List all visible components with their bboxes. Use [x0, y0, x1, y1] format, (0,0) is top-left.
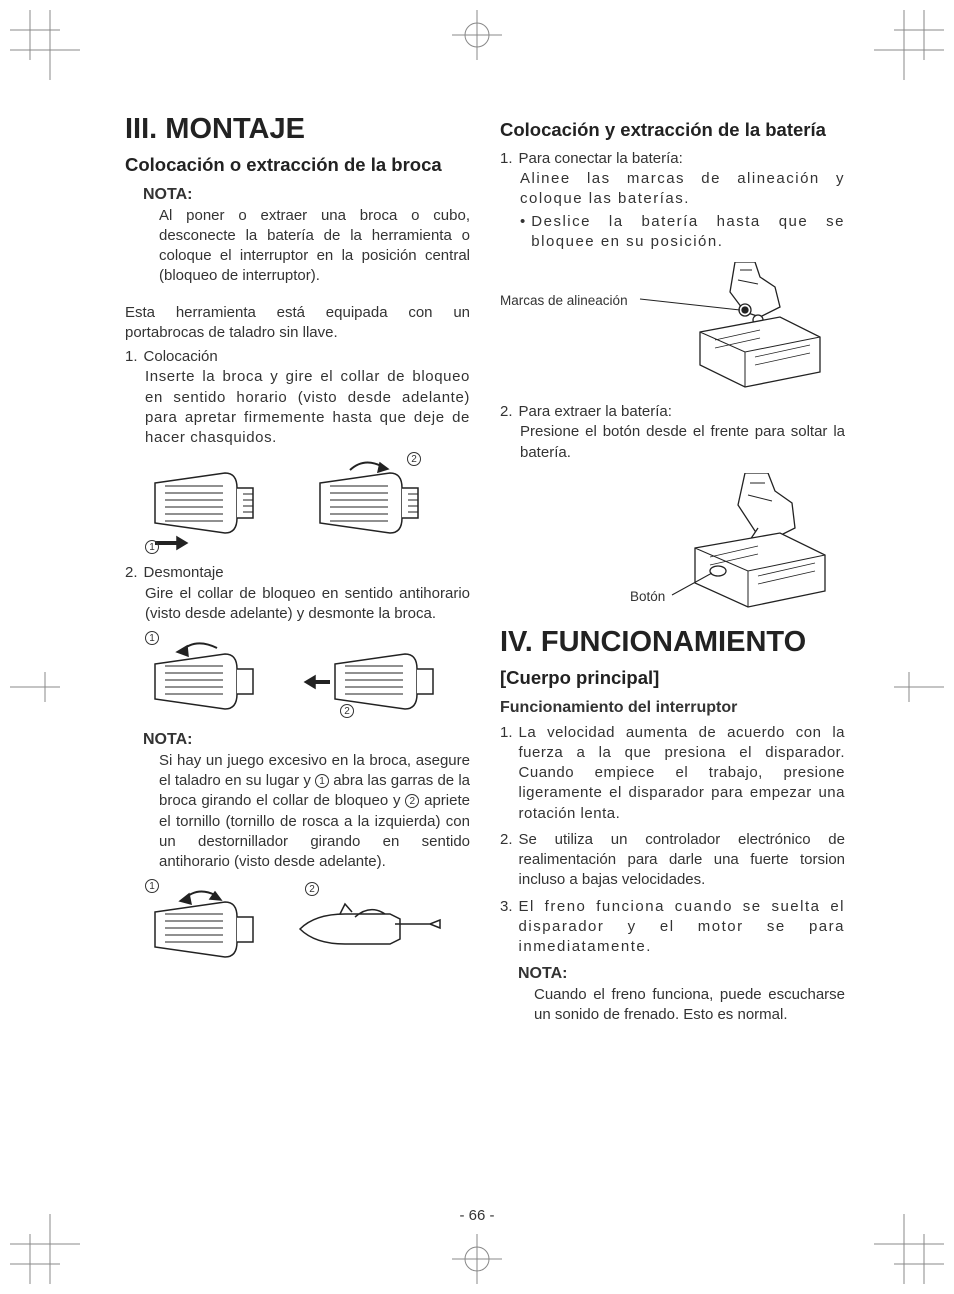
nota-label-3: NOTA:: [518, 963, 845, 985]
nota-body-3: Cuando el freno funciona, puede escuchar…: [534, 985, 845, 1026]
diagram-colocacion: 1 2: [145, 458, 470, 553]
r1-text: Para conectar la batería:: [519, 149, 845, 169]
r-item-2: 2. Para extraer la batería:: [500, 402, 845, 422]
intro-text: Esta herramienta está equipada con un po…: [125, 303, 470, 344]
f-item-1: 1. La velocidad aumenta de acuerdo con l…: [500, 723, 845, 824]
diagram-nota: 1 2: [145, 882, 470, 967]
heading-bateria: Colocación y extracción de la batería: [500, 118, 845, 143]
f2-text: Se utiliza un controlador electrónico de…: [519, 830, 845, 891]
r1-bullet-text: Deslice la batería hasta que se bloquee …: [531, 212, 845, 253]
f1-number: 1.: [500, 723, 513, 824]
nota-body-2: Si hay un juego excesivo en la broca, as…: [159, 751, 470, 873]
item1-title: Colocación: [144, 347, 470, 367]
left-column: III. MONTAJE Colocación o extracción de …: [125, 110, 470, 1026]
diagram-desmontaje: 1 2: [145, 634, 470, 719]
heading-funcionamiento: IV. FUNCIONAMIENTO: [500, 623, 845, 662]
heading-montaje: III. MONTAJE: [125, 110, 470, 149]
diagram-battery-remove: Botón: [500, 473, 845, 613]
f-item-2: 2. Se utiliza un controlador electrónico…: [500, 830, 845, 891]
diagram-battery-attach: Marcas de alineación: [500, 262, 845, 392]
item2-title: Desmontaje: [144, 563, 470, 583]
f3-number: 3.: [500, 897, 513, 958]
r1-sub: Alinee las marcas de alineación y coloqu…: [520, 169, 845, 210]
heading-interruptor: Funcionamiento del interruptor: [500, 697, 845, 719]
bullet-dot-icon: •: [520, 212, 525, 253]
nota-body-1: Al poner o extraer una broca o cubo, des…: [159, 206, 470, 287]
f1-text: La velocidad aumenta de acuerdo con la f…: [519, 723, 845, 824]
item2-body: Gire el collar de bloqueo en sentido ant…: [145, 584, 470, 625]
circ-1c-icon: 1: [315, 774, 329, 788]
circ-2c-icon: 2: [405, 794, 419, 808]
list-item-colocacion: 1. Colocación: [125, 347, 470, 367]
r2-sub: Presione el botón desde el frente para s…: [520, 422, 845, 463]
item1-body: Inserte la broca y gire el collar de blo…: [145, 367, 470, 448]
f3-text: El freno funciona cuando se suelta el di…: [519, 897, 845, 958]
r2-number: 2.: [500, 402, 513, 422]
item2-number: 2.: [125, 563, 138, 583]
page-content: III. MONTAJE Colocación o extracción de …: [125, 110, 845, 1026]
nota-label-1: NOTA:: [143, 184, 470, 206]
f2-number: 2.: [500, 830, 513, 891]
heading-cuerpo-principal: [Cuerpo principal]: [500, 666, 845, 691]
r1-number: 1.: [500, 149, 513, 169]
r1-bullet: • Deslice la batería hasta que se bloque…: [520, 212, 845, 253]
nota-label-2: NOTA:: [143, 729, 470, 751]
right-column: Colocación y extracción de la batería 1.…: [500, 110, 845, 1026]
r2-text: Para extraer la batería:: [519, 402, 845, 422]
r-item-1: 1. Para conectar la batería:: [500, 149, 845, 169]
page-number: - 66 -: [0, 1207, 954, 1224]
item1-number: 1.: [125, 347, 138, 367]
f-item-3: 3. El freno funciona cuando se suelta el…: [500, 897, 845, 958]
heading-colocacion-broca: Colocación o extracción de la broca: [125, 153, 470, 178]
list-item-desmontaje: 2. Desmontaje: [125, 563, 470, 583]
